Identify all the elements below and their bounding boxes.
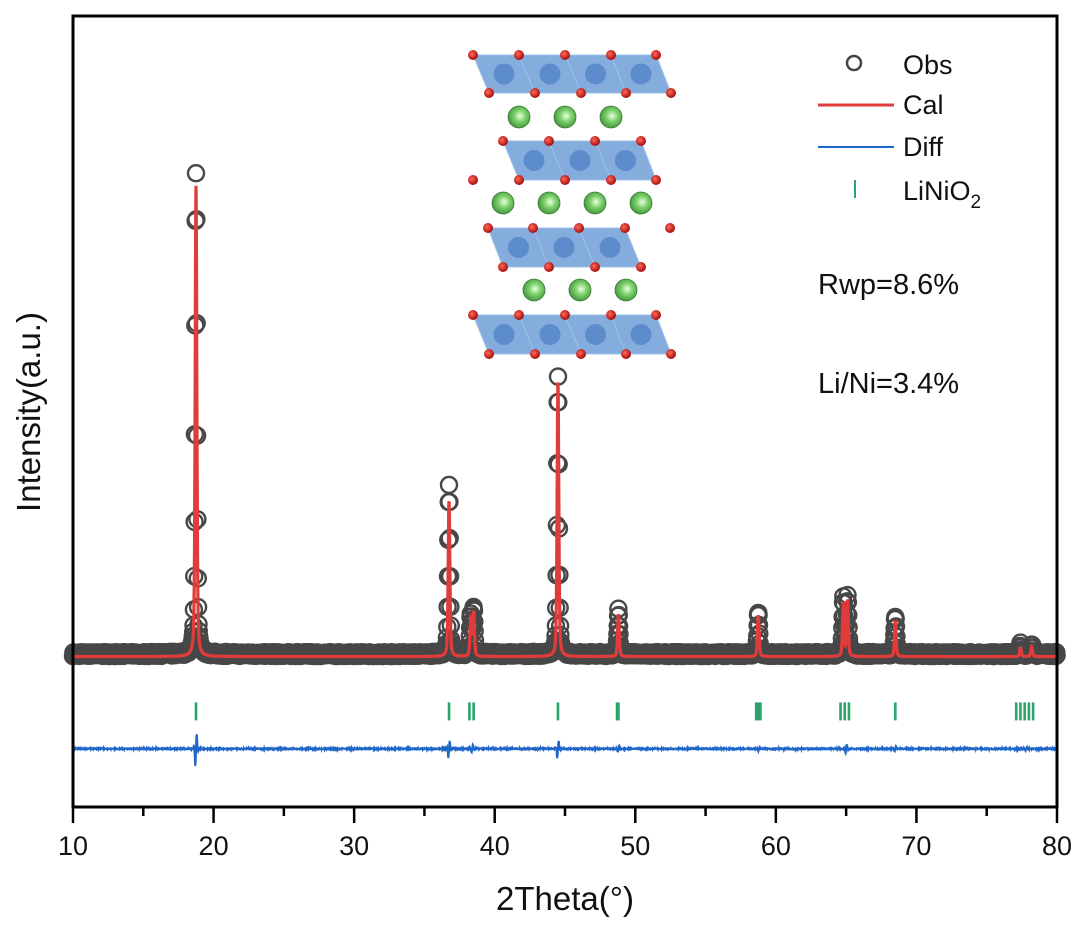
oxygen-atom	[530, 88, 540, 98]
x-tick-label: 80	[1042, 831, 1072, 861]
oxygen-atom	[498, 262, 508, 272]
oxygen-atom	[468, 175, 478, 185]
oxygen-atom	[530, 349, 540, 359]
lithium-atom	[537, 191, 561, 215]
ni-atom	[538, 323, 562, 346]
oxygen-atom	[514, 310, 524, 320]
ni-atom	[614, 149, 637, 172]
x-tick-label: 40	[480, 831, 510, 861]
obs-point	[548, 367, 568, 386]
lithium-atom	[599, 105, 623, 129]
ni-atom	[538, 62, 562, 86]
oxygen-atom	[651, 310, 661, 320]
oxygen-atom	[574, 223, 584, 233]
legend: Obs Cal Diff LiNiO2	[818, 50, 981, 213]
x-axis-title: 2Theta(°)	[496, 880, 634, 917]
ni-atom	[552, 236, 576, 259]
oxygen-atom	[576, 88, 586, 98]
rwp-annotation: Rwp=8.6%	[818, 269, 959, 301]
legend-linio2-label-subscript: 2	[971, 192, 982, 213]
ni-atom	[522, 149, 546, 172]
x-tick-label: 20	[199, 831, 229, 861]
ni-atom	[584, 323, 607, 346]
ni-atom	[629, 323, 653, 346]
oxygen-atom	[484, 349, 494, 359]
legend-obs-marker	[845, 54, 863, 72]
y-axis-title: Intensity(a.u.)	[10, 312, 47, 512]
oxygen-atom	[468, 310, 478, 320]
oxygen-atom	[590, 136, 600, 146]
oxygen-atom	[528, 223, 538, 233]
oxygen-atom	[651, 175, 661, 185]
x-tick-label: 50	[620, 831, 650, 861]
lithium-atom	[568, 278, 592, 302]
oxygen-atom	[544, 262, 554, 272]
oxygen-atom	[666, 349, 676, 359]
lithium-atom	[491, 191, 515, 215]
oxygen-atom	[484, 88, 494, 98]
oxygen-atom	[621, 88, 631, 98]
ni-atom	[568, 149, 592, 172]
x-tick-label: 70	[901, 831, 931, 861]
oxygen-atom	[606, 310, 616, 320]
lithium-atom	[583, 191, 607, 215]
oxygen-atom	[483, 223, 493, 233]
legend-obs-label: Obs	[903, 50, 953, 80]
legend-linio2-label-main: LiNiO	[903, 176, 971, 206]
lithium-atom	[629, 191, 653, 215]
lithium-atom	[614, 278, 638, 302]
x-tick-label: 30	[339, 831, 369, 861]
ni-atom	[584, 62, 607, 86]
lithium-atom	[553, 105, 577, 129]
oxygen-atom	[621, 349, 631, 359]
oxygen-atom	[666, 88, 676, 98]
oxygen-atom	[636, 136, 646, 146]
oxygen-atom	[606, 50, 616, 60]
oxygen-atom	[544, 136, 554, 146]
oxygen-atom	[606, 175, 616, 185]
li-ni-annotation: Li/Ni=3.4%	[818, 368, 959, 400]
obs-point	[439, 475, 459, 495]
lithium-atom	[507, 105, 531, 129]
lithium-atom	[522, 278, 546, 302]
diff-line	[72, 734, 1058, 767]
oxygen-atom	[590, 262, 600, 272]
oxygen-atom	[560, 175, 570, 185]
x-tick-label: 60	[761, 831, 791, 861]
oxygen-atom	[560, 310, 570, 320]
oxygen-atom	[636, 262, 646, 272]
ni-atom	[492, 323, 516, 346]
ni-atom	[492, 62, 516, 86]
legend-linio2-label: LiNiO2	[903, 176, 981, 213]
oxygen-atom	[651, 50, 661, 60]
oxygen-atom	[514, 175, 524, 185]
oxygen-atom	[620, 223, 630, 233]
legend-diff-label: Diff	[903, 132, 944, 162]
linio2-reflection-ticks	[194, 702, 1035, 721]
obs-point	[186, 163, 206, 183]
x-tick-label: 10	[58, 831, 88, 861]
oxygen-atom	[560, 50, 570, 60]
oxygen-atom	[468, 50, 478, 60]
x-axis: 10 20 30 40 50 60 70 80	[58, 807, 1072, 861]
ni-atom	[598, 236, 622, 259]
oxygen-atom	[514, 50, 524, 60]
oxygen-atom	[576, 349, 586, 359]
oxygen-atom	[665, 223, 675, 233]
ni-atom	[507, 236, 530, 259]
ni-atom	[629, 62, 653, 86]
oxygen-atom	[498, 136, 508, 146]
legend-cal-label: Cal	[903, 90, 944, 120]
crystal-structure-inset	[468, 50, 676, 359]
